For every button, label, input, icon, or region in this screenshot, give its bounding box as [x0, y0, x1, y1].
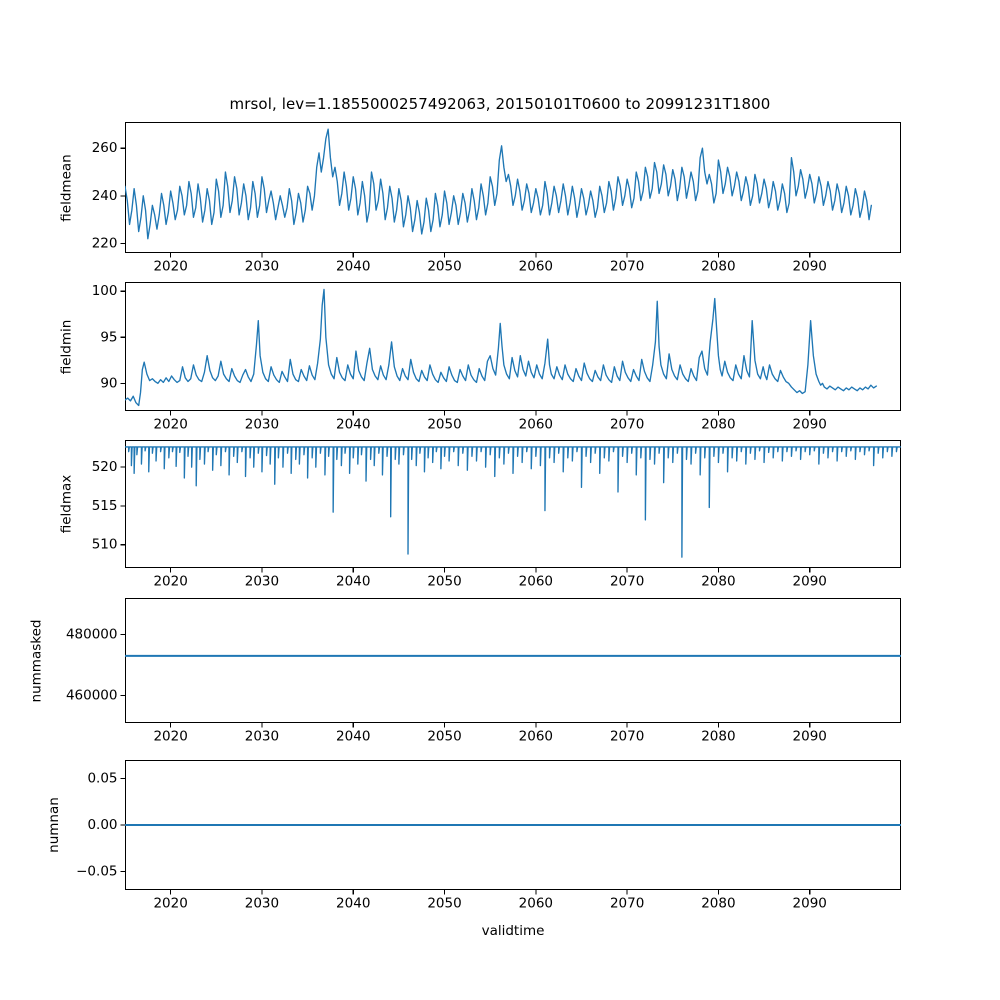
- x-tick-label: 2060: [519, 896, 553, 912]
- x-tick-label: 2040: [336, 259, 370, 275]
- x-tick-label: 2080: [701, 417, 735, 433]
- y-axis-label-nummasked: nummasked: [27, 619, 44, 702]
- x-tick-label: 2070: [610, 417, 644, 433]
- x-tick-label: 2080: [701, 574, 735, 590]
- x-tick-label: 2030: [245, 729, 279, 745]
- x-tick-label: 2070: [610, 729, 644, 745]
- x-tick-label: 2080: [701, 896, 735, 912]
- subplot-numnan: 2020 2030 2040 2050 2060 2070 2080 2090 −0.05 0.0…: [76, 759, 902, 912]
- y-axis-label-numnan: numnan: [45, 797, 62, 853]
- y-axis-label-fieldmin: fieldmin: [57, 319, 74, 374]
- y-axis-label-fieldmax: fieldmax: [57, 474, 74, 534]
- y-tick-label: 480000: [66, 627, 118, 643]
- y-tick-label: 95: [100, 329, 117, 345]
- subplot-fieldmean: 2020 2030 2040 2050 2060 2070 2080 2090 220 240 26…: [92, 121, 902, 275]
- y-tick-label: 515: [92, 498, 118, 514]
- data-line-fieldmax: [125, 446, 901, 558]
- subplot-fieldmax: 2020 2030 2040 2050 2060 2070 2080 2090 510 515 52…: [92, 439, 902, 590]
- y-tick-label: 100: [92, 283, 118, 299]
- x-tick-label: 2090: [793, 729, 827, 745]
- x-tick-label: 2090: [793, 896, 827, 912]
- x-tick-label: 2020: [153, 729, 187, 745]
- y-tick-label: 240: [92, 188, 118, 204]
- x-tick-label: 2060: [519, 574, 553, 590]
- x-tick-label: 2030: [245, 574, 279, 590]
- x-tick-label: 2040: [336, 896, 370, 912]
- x-tick-label: 2040: [336, 574, 370, 590]
- x-tick-label: 2060: [519, 729, 553, 745]
- figure-title: mrsol, lev=1.1855000257492063, 20150101T…: [229, 95, 771, 113]
- x-tick-label: 2030: [245, 896, 279, 912]
- y-axis-label-fieldmean: fieldmean: [58, 153, 75, 222]
- x-axis-label: validtime: [481, 923, 545, 939]
- x-tick-label: 2080: [701, 259, 735, 275]
- y-tick-label: 460000: [66, 688, 118, 704]
- x-tick-label: 2090: [793, 417, 827, 433]
- x-tick-label: 2020: [153, 896, 187, 912]
- y-tick-label: 0.00: [87, 817, 117, 833]
- y-tick-label: 220: [92, 235, 118, 251]
- x-tick-label: 2030: [245, 417, 279, 433]
- x-tick-label: 2040: [336, 417, 370, 433]
- x-tick-label: 2050: [427, 574, 461, 590]
- y-tick-label: 260: [92, 140, 118, 156]
- x-tick-label: 2060: [519, 259, 553, 275]
- x-tick-label: 2020: [153, 574, 187, 590]
- y-tick-label: 0.05: [87, 771, 117, 787]
- x-tick-label: 2060: [519, 417, 553, 433]
- x-tick-label: 2020: [153, 259, 187, 275]
- data-line-fieldmin: [125, 288, 878, 407]
- y-tick-label: −0.05: [76, 863, 117, 879]
- data-line-fieldmean: [125, 128, 873, 240]
- y-tick-label: 520: [92, 459, 118, 475]
- x-tick-label: 2020: [153, 417, 187, 433]
- x-tick-label: 2050: [427, 896, 461, 912]
- x-tick-label: 2070: [610, 574, 644, 590]
- x-tick-label: 2040: [336, 729, 370, 745]
- x-tick-label: 2090: [793, 574, 827, 590]
- x-tick-label: 2070: [610, 896, 644, 912]
- x-tick-label: 2030: [245, 259, 279, 275]
- y-tick-label: 510: [92, 537, 118, 553]
- subplot-fieldmin: 2020 2030 2040 2050 2060 2070 2080 2090 90 95 100: [92, 281, 902, 433]
- x-tick-label: 2050: [427, 729, 461, 745]
- y-tick-label: 90: [100, 375, 117, 391]
- x-tick-label: 2050: [427, 259, 461, 275]
- subplot-nummasked: 2020 2030 2040 2050 2060 2070 2080 2090 460000 48…: [66, 597, 902, 745]
- x-tick-label: 2090: [793, 259, 827, 275]
- x-tick-label: 2070: [610, 259, 644, 275]
- x-tick-label: 2050: [427, 417, 461, 433]
- x-tick-label: 2080: [701, 729, 735, 745]
